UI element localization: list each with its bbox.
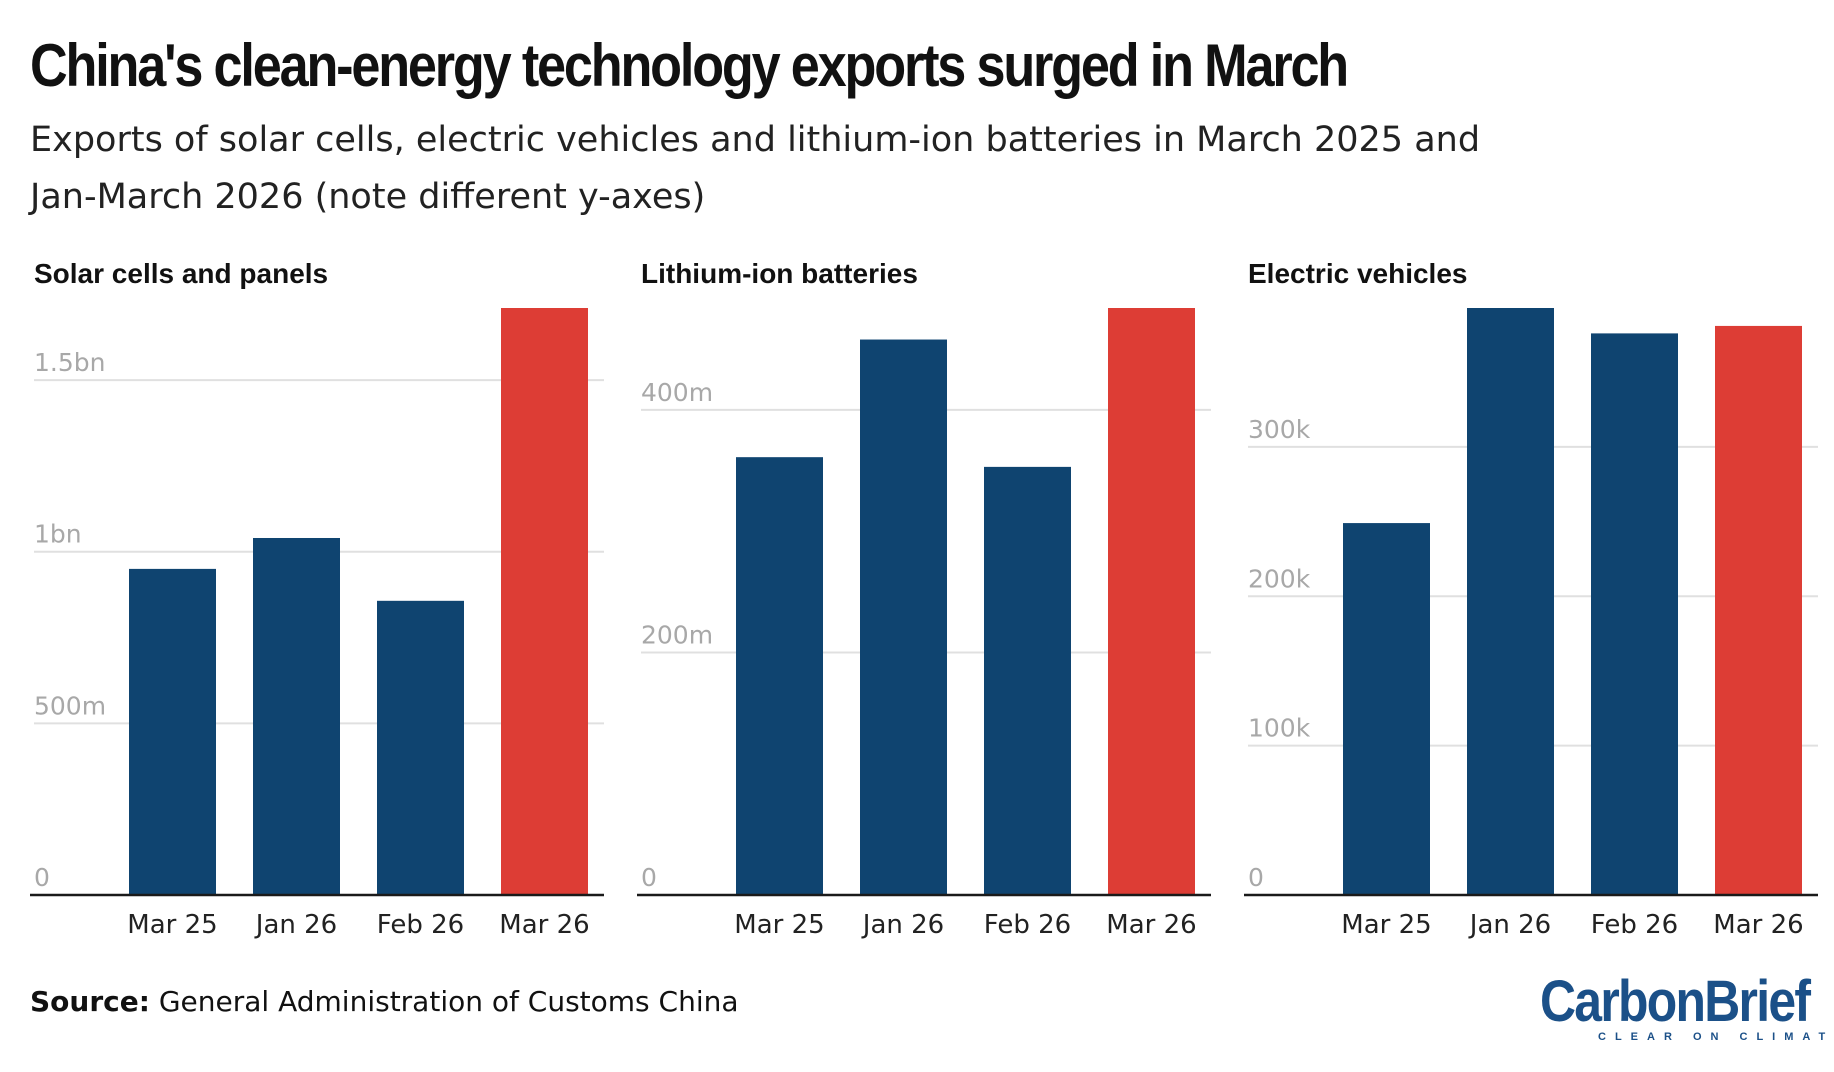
- y-tick-label: 0: [641, 863, 657, 892]
- carbonbrief-logo: CarbonBrief CLEAR ON CLIMATE: [1540, 968, 1834, 1043]
- bar: [253, 537, 340, 895]
- x-category-label: Jan 26: [861, 910, 944, 940]
- chart-title: China's clean-energy technology exports …: [30, 32, 1349, 99]
- panel-title-ev: Electric vehicles: [1248, 258, 1468, 289]
- bar: [736, 457, 823, 895]
- bar: [1343, 523, 1430, 895]
- x-category-label: Jan 26: [254, 910, 337, 940]
- bar: [129, 568, 216, 895]
- x-category-label: Mar 25: [127, 910, 217, 940]
- y-tick-label: 100k: [1248, 714, 1311, 743]
- y-tick-label: 500m: [34, 691, 106, 720]
- bar: [860, 339, 947, 895]
- panel-title-batteries: Lithium-ion batteries: [641, 258, 918, 289]
- y-tick-label: 0: [34, 863, 50, 892]
- x-category-label: Mar 25: [1341, 910, 1431, 940]
- y-tick-label: 400m: [641, 378, 713, 407]
- y-tick-label: 0: [1248, 863, 1264, 892]
- x-category-label: Feb 26: [984, 910, 1071, 940]
- x-category-label: Feb 26: [1591, 910, 1678, 940]
- logo-wordmark: CarbonBrief: [1540, 969, 1811, 1034]
- source-text: General Administration of Customs China: [158, 985, 739, 1018]
- y-tick-label: 300k: [1248, 415, 1311, 444]
- bar-highlight: [1715, 325, 1802, 895]
- y-tick-label: 1.5bn: [34, 348, 105, 377]
- x-category-label: Mar 25: [734, 910, 824, 940]
- panel-title-solar: Solar cells and panels: [34, 258, 329, 289]
- y-tick-label: 200m: [641, 620, 713, 649]
- x-category-label: Feb 26: [377, 910, 464, 940]
- logo-tagline: CLEAR ON CLIMATE: [1598, 1031, 1834, 1043]
- x-category-label: Mar 26: [1713, 910, 1803, 940]
- bar: [1591, 333, 1678, 895]
- bar: [377, 600, 464, 895]
- source-label: Source:: [30, 985, 150, 1018]
- chart-ev: 0 100k 200k 300k Mar 25 Jan 26 Feb 26 Mar 26: [1244, 308, 1818, 940]
- chart-subtitle: Exports of solar cells, electric vehicle…: [30, 120, 1481, 217]
- chart-solar: 0 500m 1bn 1.5bn Mar 25 Jan 26 Feb 26 Mar 26: [30, 308, 604, 940]
- bar: [1467, 308, 1554, 895]
- chart-batteries: 0 200m 400m Mar 25 Jan 26 Feb 26 Mar 26: [637, 308, 1211, 940]
- source-note: Source: General Administration of Custom…: [30, 985, 739, 1018]
- y-tick-label: 1bn: [34, 520, 82, 549]
- bar: [984, 466, 1071, 895]
- x-category-label: Mar 26: [1106, 910, 1196, 940]
- bar-highlight: [501, 308, 588, 895]
- x-category-label: Jan 26: [1468, 910, 1551, 940]
- x-category-label: Mar 26: [499, 910, 589, 940]
- y-tick-label: 200k: [1248, 564, 1311, 593]
- bar-highlight: [1108, 308, 1195, 895]
